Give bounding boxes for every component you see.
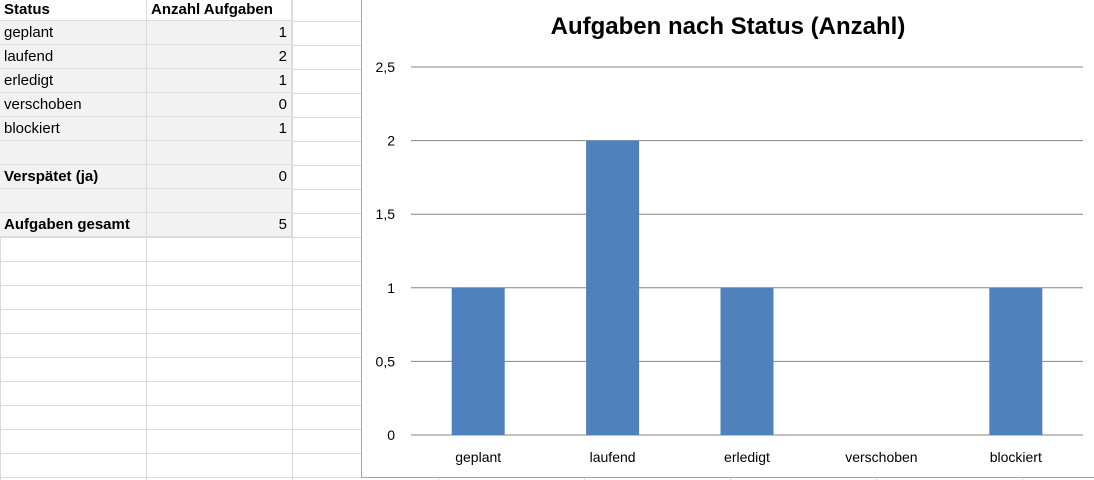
empty-cell[interactable] (146, 188, 292, 213)
status-count[interactable]: 0 (146, 92, 292, 117)
status-label[interactable]: verschoben (0, 92, 147, 117)
empty-row (0, 140, 292, 165)
y-tick-label: 1,5 (376, 206, 396, 222)
y-tick-label: 1 (387, 280, 395, 296)
total-label[interactable]: Aufgaben gesamt (0, 212, 147, 237)
status-label[interactable]: geplant (0, 20, 147, 45)
bar (586, 140, 640, 435)
x-tick-label: erledigt (724, 449, 770, 465)
total-row: Aufgaben gesamt 5 (0, 212, 292, 237)
x-tick-label: blockiert (990, 449, 1042, 465)
table-row: blockiert 1 (0, 116, 292, 141)
status-table: Status Anzahl Aufgaben geplant 1 laufend… (0, 0, 292, 237)
status-label[interactable]: laufend (0, 44, 147, 69)
bar (989, 287, 1043, 435)
chart-title: Aufgaben nach Status (Anzahl) (550, 13, 906, 40)
late-row: Verspätet (ja) 0 (0, 164, 292, 189)
empty-cell[interactable] (0, 140, 147, 165)
status-count[interactable]: 2 (146, 44, 292, 69)
x-tick-label: geplant (455, 449, 501, 465)
table-row: verschoben 0 (0, 92, 292, 117)
chart-container[interactable]: Aufgaben nach Status (Anzahl) 0 0,5 1 1,5 2 2… (361, 0, 1094, 478)
empty-cell[interactable] (146, 140, 292, 165)
bar (720, 287, 774, 435)
status-count[interactable]: 1 (146, 68, 292, 93)
x-tick-label: verschoben (845, 449, 917, 465)
status-count[interactable]: 1 (146, 116, 292, 141)
table-row: geplant 1 (0, 20, 292, 45)
late-count[interactable]: 0 (146, 164, 292, 189)
header-status[interactable]: Status (0, 0, 147, 21)
y-tick-label: 2 (387, 133, 395, 149)
table-row: laufend 2 (0, 44, 292, 69)
status-label[interactable]: erledigt (0, 68, 147, 93)
y-tick-label: 2,5 (376, 59, 396, 75)
bar-chart: 0 0,5 1 1,5 2 2,5 geplant laufend erledigt versch… (376, 59, 1083, 465)
table-row: erledigt 1 (0, 68, 292, 93)
empty-cell[interactable] (0, 188, 147, 213)
y-tick-label: 0 (387, 427, 395, 443)
table-header-row: Status Anzahl Aufgaben (0, 0, 292, 21)
y-tick-label: 0,5 (376, 353, 396, 369)
status-count[interactable]: 1 (146, 20, 292, 45)
bar (451, 287, 505, 435)
empty-row (0, 188, 292, 213)
header-count[interactable]: Anzahl Aufgaben (146, 0, 292, 21)
status-label[interactable]: blockiert (0, 116, 147, 141)
x-tick-label: laufend (590, 449, 636, 465)
total-count[interactable]: 5 (146, 212, 292, 237)
late-label[interactable]: Verspätet (ja) (0, 164, 147, 189)
